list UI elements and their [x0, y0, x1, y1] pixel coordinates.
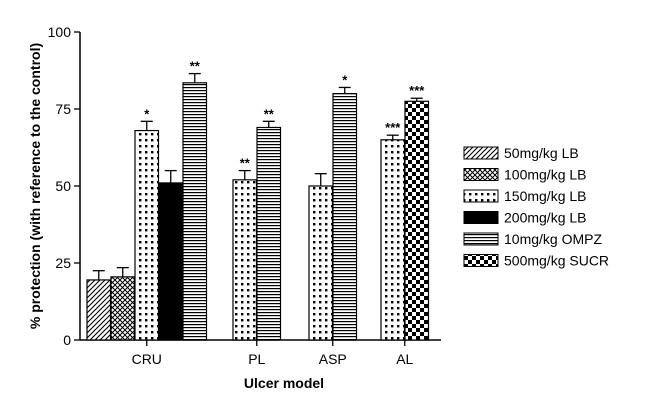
bar [380, 139, 406, 341]
x-axis-label: Ulcer model [244, 375, 324, 391]
significance-label: ** [190, 59, 201, 74]
bar [232, 179, 258, 341]
significance-label: ** [264, 106, 275, 121]
legend-label: 500mg/kg SUCR [504, 253, 609, 269]
legend: 50mg/kg LB 100mg/kg LB 150mg/kg LB 200mg/kg… [463, 145, 609, 269]
x-tick-label: PL [248, 351, 265, 367]
bar [158, 182, 184, 341]
y-tick-label: 25 [55, 255, 71, 271]
y-tick-label: 50 [55, 178, 71, 194]
significance-label: ** [240, 156, 251, 171]
y-tick-label: 100 [48, 24, 72, 40]
bar [256, 126, 282, 341]
axes: 0 25 50 75 100 CRU PL ASP AL [48, 24, 441, 367]
legend-swatch [463, 146, 499, 160]
significance-label: * [144, 106, 150, 121]
bars: ************** [86, 59, 430, 341]
legend-label: 50mg/kg LB [504, 145, 579, 161]
bar [134, 129, 160, 341]
x-tick-label: CRU [132, 351, 162, 367]
significance-label: *** [385, 120, 401, 135]
legend-label: 200mg/kg LB [504, 210, 587, 226]
bar [182, 82, 208, 341]
legend-swatch [463, 189, 499, 203]
legend-swatch [463, 232, 499, 246]
bar [86, 279, 112, 341]
x-tick-label: ASP [319, 351, 347, 367]
legend-label: 10mg/kg OMPZ [504, 231, 602, 247]
bar [110, 276, 136, 341]
legend-swatch [463, 168, 499, 181]
significance-label: *** [409, 83, 425, 98]
bar [308, 185, 334, 341]
y-tick-label: 75 [55, 101, 71, 117]
bar [332, 92, 358, 341]
significance-label: * [342, 72, 348, 87]
legend-swatch [463, 254, 499, 267]
legend-label: 100mg/kg LB [504, 167, 587, 183]
legend-swatch [463, 211, 499, 224]
bar [404, 100, 430, 341]
y-tick-label: 0 [63, 332, 71, 348]
x-tick-label: AL [396, 351, 413, 367]
y-axis-label: % protection (with reference to the cont… [27, 43, 43, 329]
legend-label: 150mg/kg LB [504, 188, 587, 204]
